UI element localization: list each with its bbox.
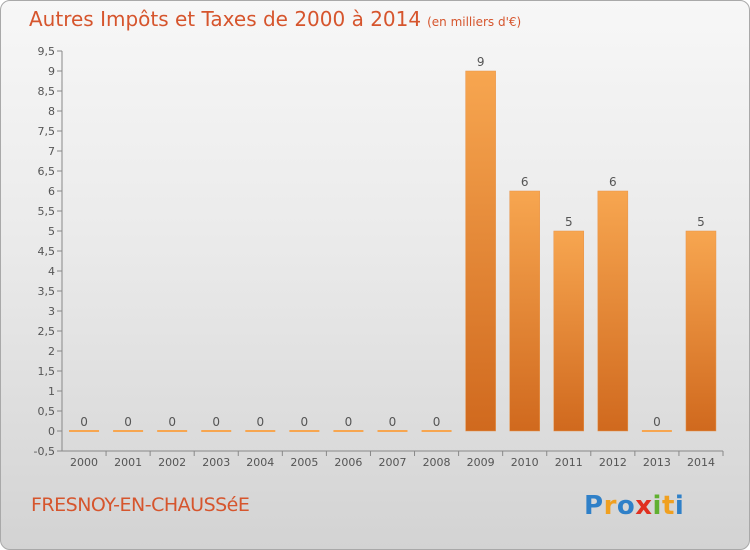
x-tick-label: 2014 xyxy=(687,456,715,469)
y-tick-label: 2 xyxy=(48,345,55,358)
x-tick-label: 2001 xyxy=(114,456,142,469)
data-label: 0 xyxy=(168,415,176,429)
y-tick-label: 5,5 xyxy=(38,205,56,218)
logo-letter: r xyxy=(603,491,617,521)
logo-letter: i xyxy=(674,491,685,521)
y-tick-label: 3,5 xyxy=(38,285,56,298)
x-tick-label: 2006 xyxy=(334,456,362,469)
y-tick-label: 1,5 xyxy=(38,365,56,378)
x-tick-label: 2003 xyxy=(202,456,230,469)
y-tick-label: 5 xyxy=(48,225,55,238)
bar xyxy=(685,230,717,432)
data-label: 0 xyxy=(80,415,88,429)
data-label: 0 xyxy=(433,415,441,429)
logo-letter: i xyxy=(652,491,662,521)
unit-note: (en milliers d'€) xyxy=(427,15,522,29)
x-tick-label: 2011 xyxy=(555,456,583,469)
data-label: 5 xyxy=(565,215,573,229)
y-tick-label: 3 xyxy=(48,305,55,318)
x-tick-label: 2005 xyxy=(290,456,318,469)
bar xyxy=(553,230,585,432)
data-label: 9 xyxy=(477,55,485,69)
x-tick-label: 2009 xyxy=(467,456,495,469)
data-label: 0 xyxy=(389,415,397,429)
data-label: 0 xyxy=(256,415,264,429)
data-label: 0 xyxy=(653,415,661,429)
data-label: 6 xyxy=(609,175,617,189)
y-tick-label: -0,5 xyxy=(34,445,55,458)
y-tick-label: 9,5 xyxy=(38,45,56,58)
x-tick-label: 2013 xyxy=(643,456,671,469)
logo-letter: t xyxy=(661,491,675,521)
y-tick-label: 9 xyxy=(48,65,55,78)
logo-letter: x xyxy=(635,491,653,521)
x-tick-label: 2007 xyxy=(379,456,407,469)
y-tick-label: 8,5 xyxy=(38,85,56,98)
x-tick-label: 2012 xyxy=(599,456,627,469)
y-tick-label: 6 xyxy=(48,185,55,198)
y-tick-label: 0,5 xyxy=(38,405,56,418)
data-label: 0 xyxy=(345,415,353,429)
logo-letter: P xyxy=(584,491,604,521)
data-label: 5 xyxy=(697,215,705,229)
y-tick-label: 0 xyxy=(48,425,55,438)
y-tick-label: 7 xyxy=(48,145,55,158)
proxiti-logo[interactable]: Proxiti xyxy=(584,491,684,521)
data-label: 0 xyxy=(124,415,132,429)
y-tick-label: 2,5 xyxy=(38,325,56,338)
x-tick-label: 2002 xyxy=(158,456,186,469)
bar xyxy=(465,70,496,432)
x-tick-label: 2004 xyxy=(246,456,274,469)
chart-title-text: Autres Impôts et Taxes de 2000 à 2014 xyxy=(29,7,422,31)
y-tick-label: 6,5 xyxy=(38,165,56,178)
logo-letter: o xyxy=(616,491,636,521)
data-label: 0 xyxy=(301,415,309,429)
y-tick-label: 1 xyxy=(48,385,55,398)
data-label: 0 xyxy=(212,415,220,429)
y-tick-label: 7,5 xyxy=(38,125,56,138)
chart-title: Autres Impôts et Taxes de 2000 à 2014 (en… xyxy=(29,7,521,31)
y-tick-label: 4 xyxy=(48,265,55,278)
x-tick-label: 2000 xyxy=(70,456,98,469)
x-tick-label: 2008 xyxy=(423,456,451,469)
bar xyxy=(597,190,629,432)
x-tick-label: 2010 xyxy=(511,456,539,469)
commune-name: FRESNOY-EN-CHAUSSéE xyxy=(31,494,250,516)
data-label: 6 xyxy=(521,175,529,189)
bar xyxy=(509,190,540,432)
y-tick-label: 8 xyxy=(48,105,55,118)
y-tick-label: 4,5 xyxy=(38,245,56,258)
